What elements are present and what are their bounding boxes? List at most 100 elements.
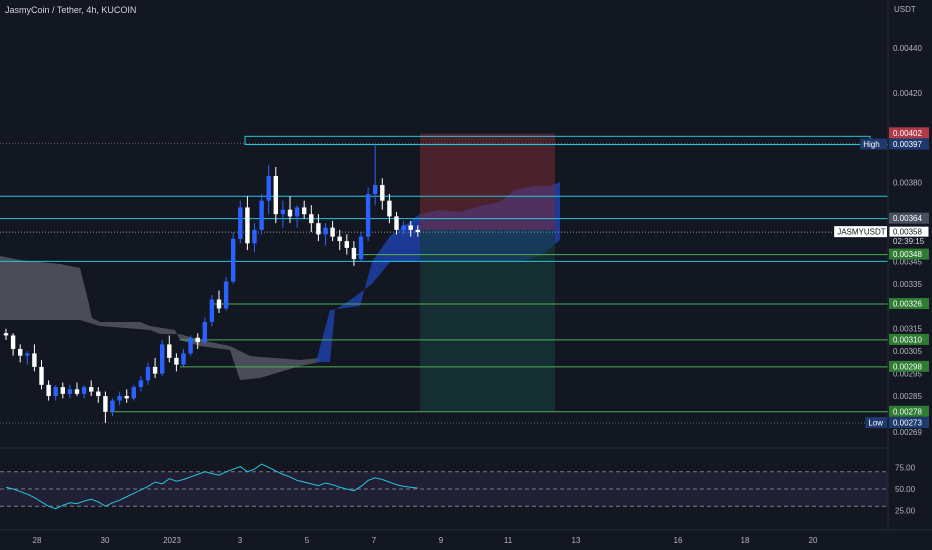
price-tick: 0.00440 xyxy=(893,44,922,53)
price-label-top: 0.00402 xyxy=(893,129,922,138)
price-label-bg xyxy=(889,333,929,345)
candle-body xyxy=(316,223,321,235)
chart-title: JasmyCoin / Tether, 4h, KUCOIN xyxy=(5,5,137,15)
short-position-tool xyxy=(420,133,555,412)
candle-body xyxy=(174,357,179,365)
candle-body xyxy=(294,207,300,217)
candle-body xyxy=(67,389,73,394)
candle-body xyxy=(39,366,44,385)
candle-body xyxy=(273,176,278,215)
candle-body xyxy=(138,380,144,388)
price-tick: 0.00420 xyxy=(893,89,922,98)
price-label-bg xyxy=(889,405,929,417)
candle-body xyxy=(117,396,122,401)
candle-body xyxy=(25,353,30,356)
time-axis: 28 30 2023 3 5 7 9 11 13 16 18 20 xyxy=(0,529,932,545)
candle-body xyxy=(330,227,335,237)
price-tag-low: Low xyxy=(868,419,883,428)
price-label-bg xyxy=(889,212,929,224)
candle-body xyxy=(280,209,286,215)
rsi-tick: 75.00 xyxy=(895,463,916,472)
candle-body xyxy=(309,214,314,224)
candle-body xyxy=(358,236,364,260)
high-marker xyxy=(244,135,871,146)
candle-body xyxy=(181,353,186,365)
price-label-bg xyxy=(888,225,930,238)
price-label-bg xyxy=(889,248,929,260)
candle-body xyxy=(323,227,328,235)
candle-body xyxy=(245,207,250,244)
candles xyxy=(3,144,420,424)
price-tick: 0.00295 xyxy=(893,370,922,379)
candle-body xyxy=(380,184,385,201)
price-tag-high: High xyxy=(863,140,879,149)
price-tick: 0.00315 xyxy=(893,325,922,334)
rsi-tick: 50.00 xyxy=(895,485,916,494)
candle-body xyxy=(160,344,165,374)
price-label-s348: 0.00348 xyxy=(893,250,922,259)
price-tick: 0.00285 xyxy=(893,392,922,401)
candle-body xyxy=(266,176,271,201)
price-tag-bg xyxy=(865,417,887,429)
time-tick: 5 xyxy=(305,536,310,545)
candle-body xyxy=(209,299,215,322)
candle-body xyxy=(18,348,23,356)
candle-body xyxy=(10,335,16,349)
price-label-low: 0.00273 xyxy=(893,419,922,428)
take-profit-zone xyxy=(420,229,555,412)
candle-body xyxy=(287,209,293,217)
candle-body xyxy=(394,216,399,230)
candle-body xyxy=(103,396,108,412)
candle-body xyxy=(223,281,229,309)
candle-body xyxy=(408,225,413,230)
rsi-tick: 25.00 xyxy=(895,507,916,516)
price-label-bg xyxy=(889,360,929,372)
price-tag-bg xyxy=(860,138,887,150)
cloud-bear xyxy=(0,256,320,380)
candle-body xyxy=(53,387,58,397)
candle-body xyxy=(145,366,151,381)
candle-body xyxy=(89,387,94,392)
price-tag-last: JASMYUSDT xyxy=(837,228,886,237)
time-tick: 9 xyxy=(439,536,444,545)
candle-body xyxy=(344,241,349,248)
horizontal-levels xyxy=(0,135,888,424)
candle-body xyxy=(81,387,87,394)
price-axis: 0.004400.004200.004000.003800.003640.003… xyxy=(834,0,930,530)
time-tick: 3 xyxy=(238,536,243,545)
price-label-s278: 0.00278 xyxy=(893,407,922,416)
candle-body xyxy=(167,344,172,358)
rsi-panel xyxy=(0,447,888,510)
price-tick: 0.00335 xyxy=(893,280,922,289)
candle-body xyxy=(259,200,264,230)
candle-body xyxy=(188,337,193,354)
price-tick: 0.00269 xyxy=(893,428,922,437)
time-tick: 28 xyxy=(33,536,42,545)
time-tick: 11 xyxy=(504,536,513,545)
candle-body xyxy=(202,321,207,343)
time-tick: 16 xyxy=(674,536,683,545)
price-label-r364: 0.00364 xyxy=(893,214,922,223)
price-tick: 0.00380 xyxy=(893,179,922,188)
candle-body xyxy=(96,391,101,397)
time-tick: 30 xyxy=(101,536,110,545)
candle-body xyxy=(401,225,406,230)
price-tick: 0.00345 xyxy=(893,257,922,266)
candle-body xyxy=(365,193,371,237)
price-label-s298: 0.00298 xyxy=(893,362,922,371)
candle-body xyxy=(337,236,342,242)
candle-body xyxy=(152,366,158,374)
stop-loss-zone xyxy=(420,133,555,230)
bar-countdown: 02:39:15 xyxy=(893,237,925,246)
price-label-s326: 0.00326 xyxy=(893,300,922,309)
time-tick: 18 xyxy=(741,536,750,545)
candle-body xyxy=(231,238,236,282)
price-label-high: 0.00397 xyxy=(893,140,922,149)
candle-body xyxy=(351,247,357,260)
candle-body xyxy=(415,229,420,233)
price-unit: USDT xyxy=(894,5,916,14)
time-tick: 20 xyxy=(809,536,818,545)
candle-body xyxy=(373,184,378,194)
candle-body xyxy=(195,337,200,343)
